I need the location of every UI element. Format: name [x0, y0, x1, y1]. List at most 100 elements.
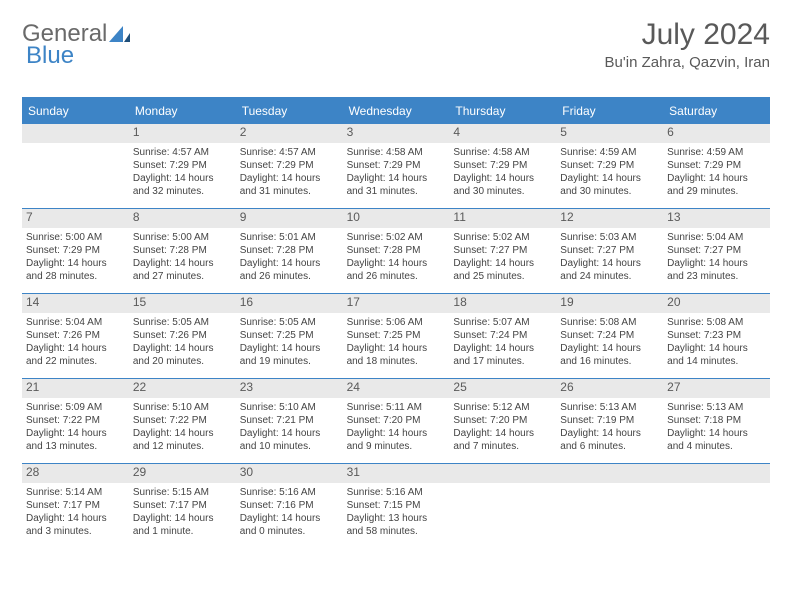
day-number: 21 [22, 379, 129, 398]
day-number: 25 [449, 379, 556, 398]
week-row: 1Sunrise: 4:57 AMSunset: 7:29 PMDaylight… [22, 124, 770, 209]
day-info: Sunrise: 5:16 AMSunset: 7:16 PMDaylight:… [236, 483, 343, 542]
day-cell: 30Sunrise: 5:16 AMSunset: 7:16 PMDayligh… [236, 464, 343, 548]
day-number: 1 [129, 124, 236, 143]
day-info: Sunrise: 5:11 AMSunset: 7:20 PMDaylight:… [343, 398, 450, 457]
day-info: Sunrise: 5:14 AMSunset: 7:17 PMDaylight:… [22, 483, 129, 542]
day-cell: 19Sunrise: 5:08 AMSunset: 7:24 PMDayligh… [556, 294, 663, 378]
day-number: 31 [343, 464, 450, 483]
day-number: 23 [236, 379, 343, 398]
day-info: Sunrise: 5:08 AMSunset: 7:24 PMDaylight:… [556, 313, 663, 372]
day-cell: 20Sunrise: 5:08 AMSunset: 7:23 PMDayligh… [663, 294, 770, 378]
day-cell: 26Sunrise: 5:13 AMSunset: 7:19 PMDayligh… [556, 379, 663, 463]
brand-sail-icon [109, 24, 131, 44]
day-info: Sunrise: 5:02 AMSunset: 7:28 PMDaylight:… [343, 228, 450, 287]
day-number: 11 [449, 209, 556, 228]
day-cell: 3Sunrise: 4:58 AMSunset: 7:29 PMDaylight… [343, 124, 450, 208]
day-info: Sunrise: 5:03 AMSunset: 7:27 PMDaylight:… [556, 228, 663, 287]
day-cell: 4Sunrise: 4:58 AMSunset: 7:29 PMDaylight… [449, 124, 556, 208]
calendar: SundayMondayTuesdayWednesdayThursdayFrid… [22, 97, 770, 548]
day-cell: 17Sunrise: 5:06 AMSunset: 7:25 PMDayligh… [343, 294, 450, 378]
day-cell: 8Sunrise: 5:00 AMSunset: 7:28 PMDaylight… [129, 209, 236, 293]
dow-label: Tuesday [236, 99, 343, 124]
day-number [22, 124, 129, 143]
day-info: Sunrise: 5:00 AMSunset: 7:28 PMDaylight:… [129, 228, 236, 287]
dow-label: Sunday [22, 99, 129, 124]
title-block: July 2024 Bu'in Zahra, Qazvin, Iran [605, 18, 770, 71]
brand-word2: Blue [26, 42, 74, 70]
week-row: 7Sunrise: 5:00 AMSunset: 7:29 PMDaylight… [22, 209, 770, 294]
day-info: Sunrise: 5:06 AMSunset: 7:25 PMDaylight:… [343, 313, 450, 372]
week-row: 21Sunrise: 5:09 AMSunset: 7:22 PMDayligh… [22, 379, 770, 464]
day-info: Sunrise: 5:08 AMSunset: 7:23 PMDaylight:… [663, 313, 770, 372]
day-number: 2 [236, 124, 343, 143]
day-info: Sunrise: 5:10 AMSunset: 7:22 PMDaylight:… [129, 398, 236, 457]
day-info: Sunrise: 5:15 AMSunset: 7:17 PMDaylight:… [129, 483, 236, 542]
day-cell: 9Sunrise: 5:01 AMSunset: 7:28 PMDaylight… [236, 209, 343, 293]
day-cell [449, 464, 556, 548]
day-info: Sunrise: 4:57 AMSunset: 7:29 PMDaylight:… [129, 143, 236, 202]
day-info: Sunrise: 5:07 AMSunset: 7:24 PMDaylight:… [449, 313, 556, 372]
day-cell [22, 124, 129, 208]
day-number: 28 [22, 464, 129, 483]
day-cell: 22Sunrise: 5:10 AMSunset: 7:22 PMDayligh… [129, 379, 236, 463]
day-cell [556, 464, 663, 548]
day-cell: 16Sunrise: 5:05 AMSunset: 7:25 PMDayligh… [236, 294, 343, 378]
day-number: 10 [343, 209, 450, 228]
day-info: Sunrise: 5:04 AMSunset: 7:27 PMDaylight:… [663, 228, 770, 287]
day-cell: 25Sunrise: 5:12 AMSunset: 7:20 PMDayligh… [449, 379, 556, 463]
day-number: 14 [22, 294, 129, 313]
day-cell: 2Sunrise: 4:57 AMSunset: 7:29 PMDaylight… [236, 124, 343, 208]
day-number [556, 464, 663, 483]
day-number: 16 [236, 294, 343, 313]
header: General July 2024 Bu'in Zahra, Qazvin, I… [22, 18, 770, 81]
day-number: 13 [663, 209, 770, 228]
day-cell: 15Sunrise: 5:05 AMSunset: 7:26 PMDayligh… [129, 294, 236, 378]
dow-label: Thursday [449, 99, 556, 124]
day-cell: 13Sunrise: 5:04 AMSunset: 7:27 PMDayligh… [663, 209, 770, 293]
day-info: Sunrise: 5:00 AMSunset: 7:29 PMDaylight:… [22, 228, 129, 287]
day-cell: 31Sunrise: 5:16 AMSunset: 7:15 PMDayligh… [343, 464, 450, 548]
day-number: 4 [449, 124, 556, 143]
day-number: 8 [129, 209, 236, 228]
dow-label: Monday [129, 99, 236, 124]
day-info: Sunrise: 5:13 AMSunset: 7:18 PMDaylight:… [663, 398, 770, 457]
day-number: 24 [343, 379, 450, 398]
day-number: 18 [449, 294, 556, 313]
day-info: Sunrise: 5:01 AMSunset: 7:28 PMDaylight:… [236, 228, 343, 287]
dow-label: Saturday [663, 99, 770, 124]
day-info: Sunrise: 5:12 AMSunset: 7:20 PMDaylight:… [449, 398, 556, 457]
day-number: 3 [343, 124, 450, 143]
week-row: 28Sunrise: 5:14 AMSunset: 7:17 PMDayligh… [22, 464, 770, 548]
title-location: Bu'in Zahra, Qazvin, Iran [605, 54, 770, 71]
day-number: 30 [236, 464, 343, 483]
day-info: Sunrise: 5:16 AMSunset: 7:15 PMDaylight:… [343, 483, 450, 542]
day-cell: 12Sunrise: 5:03 AMSunset: 7:27 PMDayligh… [556, 209, 663, 293]
day-info: Sunrise: 5:05 AMSunset: 7:26 PMDaylight:… [129, 313, 236, 372]
day-cell: 28Sunrise: 5:14 AMSunset: 7:17 PMDayligh… [22, 464, 129, 548]
day-number: 17 [343, 294, 450, 313]
day-cell: 5Sunrise: 4:59 AMSunset: 7:29 PMDaylight… [556, 124, 663, 208]
day-cell: 7Sunrise: 5:00 AMSunset: 7:29 PMDaylight… [22, 209, 129, 293]
dow-label: Wednesday [343, 99, 450, 124]
day-info: Sunrise: 4:59 AMSunset: 7:29 PMDaylight:… [663, 143, 770, 202]
day-number [663, 464, 770, 483]
day-cell: 11Sunrise: 5:02 AMSunset: 7:27 PMDayligh… [449, 209, 556, 293]
day-cell: 23Sunrise: 5:10 AMSunset: 7:21 PMDayligh… [236, 379, 343, 463]
week-row: 14Sunrise: 5:04 AMSunset: 7:26 PMDayligh… [22, 294, 770, 379]
day-info: Sunrise: 5:10 AMSunset: 7:21 PMDaylight:… [236, 398, 343, 457]
day-cell: 24Sunrise: 5:11 AMSunset: 7:20 PMDayligh… [343, 379, 450, 463]
title-month: July 2024 [605, 18, 770, 52]
dow-label: Friday [556, 99, 663, 124]
day-number: 20 [663, 294, 770, 313]
day-number: 22 [129, 379, 236, 398]
day-cell: 27Sunrise: 5:13 AMSunset: 7:18 PMDayligh… [663, 379, 770, 463]
dow-row: SundayMondayTuesdayWednesdayThursdayFrid… [22, 99, 770, 124]
day-cell: 29Sunrise: 5:15 AMSunset: 7:17 PMDayligh… [129, 464, 236, 548]
day-number: 9 [236, 209, 343, 228]
day-info: Sunrise: 5:02 AMSunset: 7:27 PMDaylight:… [449, 228, 556, 287]
day-cell [663, 464, 770, 548]
day-cell: 1Sunrise: 4:57 AMSunset: 7:29 PMDaylight… [129, 124, 236, 208]
day-cell: 14Sunrise: 5:04 AMSunset: 7:26 PMDayligh… [22, 294, 129, 378]
day-number: 6 [663, 124, 770, 143]
